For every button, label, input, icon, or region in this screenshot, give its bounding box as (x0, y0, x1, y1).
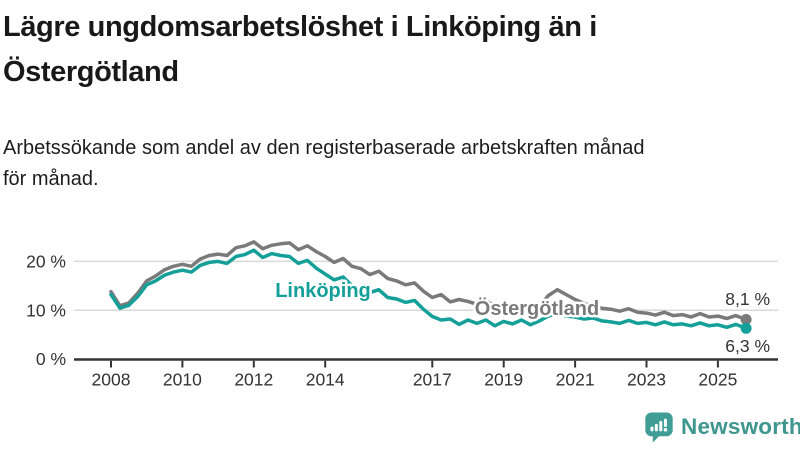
x-axis-label-2025: 2025 (698, 370, 737, 390)
speech-bubble-shape (645, 412, 673, 443)
x-axis-label-2017: 2017 (413, 370, 452, 390)
newsworthy-logo[interactable]: Newsworthy (644, 410, 800, 444)
x-axis-label-2023: 2023 (627, 370, 666, 390)
subtitle-line-1: Arbetssökande som andel av den registerb… (3, 137, 645, 159)
y-axis-label-20-percent: 20 % (26, 252, 66, 272)
y-axis-label-10-percent: 10 % (26, 300, 66, 320)
newsworthy-icon (645, 412, 673, 443)
end-value-label-linkoping: 6,3 % (725, 336, 770, 356)
series-line-linkoping (109, 248, 748, 331)
x-axis-label-2008: 2008 (92, 370, 131, 390)
newsworthy-wordmark: Newsworthy (681, 414, 800, 439)
series-label-ostergotland: Östergötland (475, 297, 599, 320)
subtitle-line-2: för månad. (3, 168, 99, 190)
series-line-ostergotland (109, 240, 748, 322)
x-axis-label-2012: 2012 (234, 370, 273, 390)
x-axis-label-2019: 2019 (484, 370, 523, 390)
title-line-2: Östergötland (3, 56, 179, 88)
chart-subtitle: Arbetssökande som andel av den registerb… (3, 133, 783, 195)
end-dot-ostergotland (740, 314, 752, 325)
line-chart: 2008 2010 2012 2014 2017 2019 2021 2023 2025 0 % 1… (26, 240, 778, 390)
bar-chart-exclamation-glyph (650, 418, 668, 432)
end-value-label-ostergotland: 8,1 % (725, 289, 770, 309)
title-line-1: Lägre ungdomsarbetslöshet i Linköping än… (3, 11, 597, 43)
y-axis-label-0-percent: 0 % (36, 349, 66, 369)
page-title: Lägre ungdomsarbetslöshet i Linköping än… (3, 5, 783, 95)
end-dot-linkoping (740, 322, 752, 334)
x-axis-label-2014: 2014 (306, 370, 345, 390)
x-axis-label-2021: 2021 (556, 370, 595, 390)
series-label-linkoping: Linköping (275, 280, 371, 302)
x-axis-label-2010: 2010 (163, 370, 202, 390)
